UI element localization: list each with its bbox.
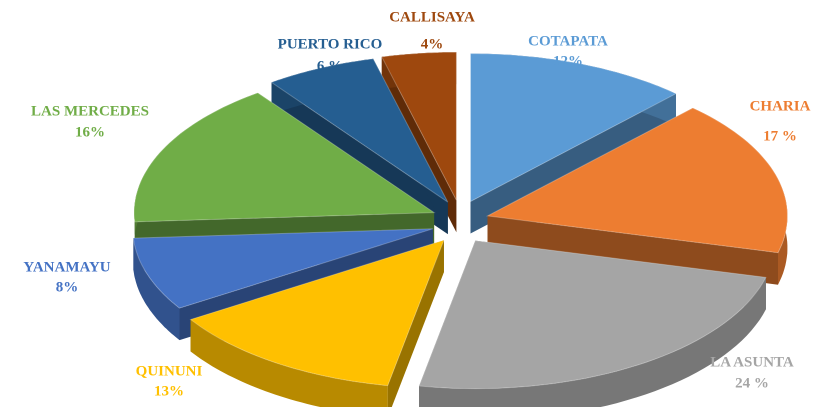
- value-label: 16%: [75, 124, 105, 140]
- slice-label: CHARIA: [750, 98, 811, 114]
- slice-wall: [387, 240, 444, 407]
- slice: [133, 92, 436, 223]
- slice: [270, 58, 449, 203]
- value-label: 17 %: [763, 128, 797, 144]
- slice: [132, 228, 433, 309]
- slice: [485, 107, 788, 254]
- slice-label: PUERTO RICO: [278, 36, 383, 52]
- slice-label: CALLISAYA: [389, 9, 475, 25]
- value-label: 8%: [56, 279, 79, 295]
- slice: [418, 240, 767, 390]
- value-label: 6 %: [317, 58, 343, 74]
- value-label: 24 %: [735, 375, 769, 391]
- slice-label: YANAMAYU: [23, 259, 110, 275]
- slice-label: LA ASUNTA: [710, 354, 794, 370]
- slice-wall: [487, 215, 778, 285]
- slice: [189, 239, 445, 387]
- slice: [381, 51, 457, 201]
- slice-label: COTAPATA: [528, 33, 608, 49]
- slice: [470, 52, 678, 203]
- slice-edge: [419, 277, 766, 407]
- value-label: 4%: [421, 36, 444, 52]
- slice-edge: [190, 319, 388, 407]
- value-label: 13%: [154, 383, 184, 399]
- slice-edge: [133, 238, 180, 341]
- slice-label: QUINUNI: [136, 363, 203, 379]
- value-label: 12%: [553, 53, 583, 69]
- slice-label: LAS MERCEDES: [31, 103, 149, 119]
